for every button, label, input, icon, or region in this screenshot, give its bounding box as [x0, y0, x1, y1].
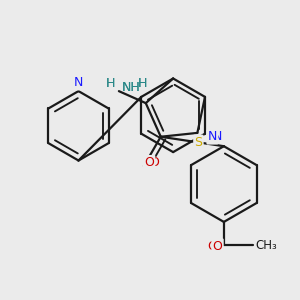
Text: NH: NH [122, 82, 141, 94]
Text: N: N [74, 76, 83, 89]
Text: H: H [137, 77, 147, 90]
Text: O: O [149, 156, 159, 169]
Text: NH: NH [122, 82, 141, 94]
Text: O: O [213, 240, 223, 253]
Text: H: H [106, 77, 115, 90]
Text: N: N [208, 130, 217, 143]
Text: H: H [137, 77, 147, 90]
Text: H: H [106, 77, 115, 90]
Text: N: N [74, 76, 83, 89]
Text: O: O [144, 156, 154, 169]
Text: CH₃: CH₃ [255, 238, 277, 252]
Text: S: S [194, 136, 202, 149]
Text: S: S [194, 136, 202, 149]
Text: O: O [208, 240, 218, 253]
Text: N: N [212, 130, 222, 143]
